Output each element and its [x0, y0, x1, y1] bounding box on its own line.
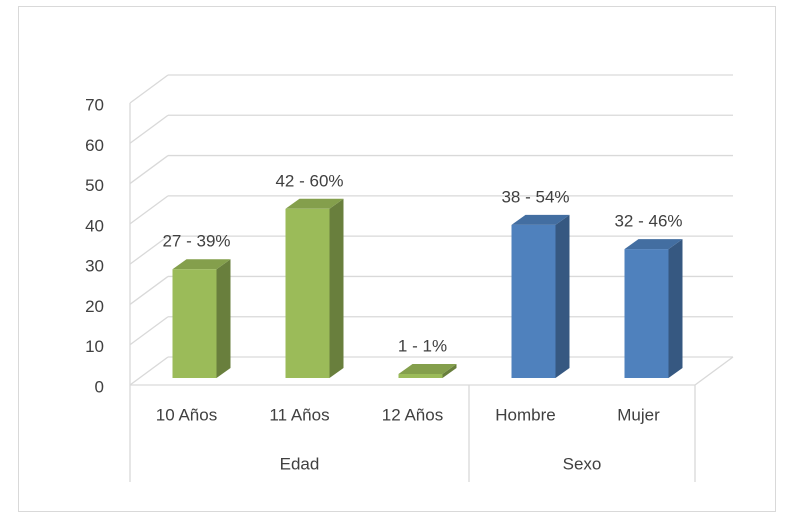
x-tick-label: 12 Años: [382, 405, 443, 424]
bar-side: [555, 214, 570, 378]
bar: [285, 208, 330, 378]
bar-side: [216, 259, 231, 378]
side-grid-line: [129, 195, 169, 225]
y-tick-label: 20: [85, 297, 104, 316]
side-grid-line: [129, 114, 169, 144]
y-tick-label: 40: [85, 216, 104, 235]
bar-top: [511, 214, 570, 225]
bar: [398, 373, 443, 378]
group-label: Sexo: [563, 454, 602, 473]
side-grid-line: [129, 275, 169, 305]
x-tick-label: Hombre: [495, 405, 555, 424]
value-label: 27 - 39%: [162, 232, 230, 251]
x-tick-label: 10 Años: [156, 405, 217, 424]
value-label: 1 - 1%: [398, 336, 447, 355]
bar: [624, 249, 669, 378]
bar-side: [442, 363, 457, 378]
y-tick-label: 30: [85, 257, 104, 276]
y-tick-label: 0: [95, 377, 104, 396]
value-label: 38 - 54%: [501, 187, 569, 206]
bar-side: [329, 198, 344, 378]
side-grid-line: [129, 316, 169, 346]
group-label: Edad: [280, 454, 320, 473]
bar-top: [398, 363, 457, 374]
bar: [511, 224, 556, 378]
bar-top: [172, 259, 231, 270]
bar-top: [285, 198, 344, 209]
value-label: 32 - 46%: [614, 212, 682, 231]
x-tick-label: Mujer: [617, 405, 660, 424]
value-label: 42 - 60%: [275, 171, 343, 190]
y-tick-label: 70: [85, 95, 104, 114]
floor-right: [694, 356, 734, 386]
side-grid-line: [129, 74, 169, 104]
x-tick-label: 11 Años: [269, 405, 329, 424]
bar: [172, 269, 217, 378]
y-tick-label: 10: [85, 337, 104, 356]
y-tick-label: 50: [85, 176, 104, 195]
side-grid-line: [129, 235, 169, 265]
y-tick-label: 60: [85, 136, 104, 155]
side-grid-line: [129, 356, 169, 386]
side-grid-line: [129, 155, 169, 185]
bar-side: [668, 239, 683, 378]
bar-top: [624, 239, 683, 250]
